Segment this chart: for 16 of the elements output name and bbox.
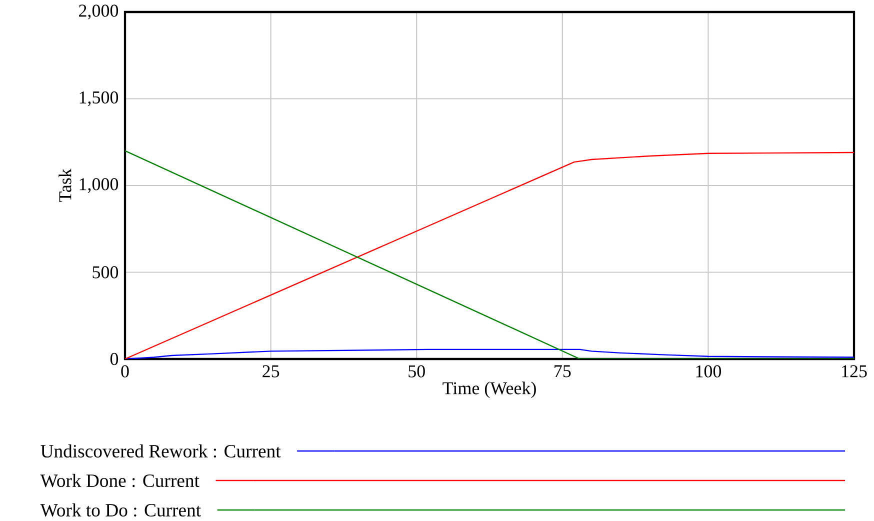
x-tick-label: 0 <box>121 365 129 378</box>
x-tick-label: 125 <box>842 365 867 378</box>
x-tick-label: 25 <box>262 365 280 378</box>
y-axis-title: Task <box>58 168 72 202</box>
y-tick-label: 1,500 <box>80 91 118 106</box>
y-tick-label: 500 <box>92 266 118 278</box>
x-tick-label: 50 <box>408 365 425 378</box>
legend-label: Work to Do : Current <box>40 503 201 517</box>
legend-label: Work Done : Current <box>40 474 200 488</box>
x-tick-label: 100 <box>696 365 722 378</box>
y-tick-label: 0 <box>110 352 118 366</box>
x-tick-label: 75 <box>554 365 571 378</box>
x-axis-title: Time (Week) <box>442 382 536 398</box>
y-tick-label: 1,000 <box>80 178 118 193</box>
y-tick-label: 2,000 <box>79 4 118 20</box>
legend-label: Undiscovered Rework : Current <box>40 444 281 458</box>
